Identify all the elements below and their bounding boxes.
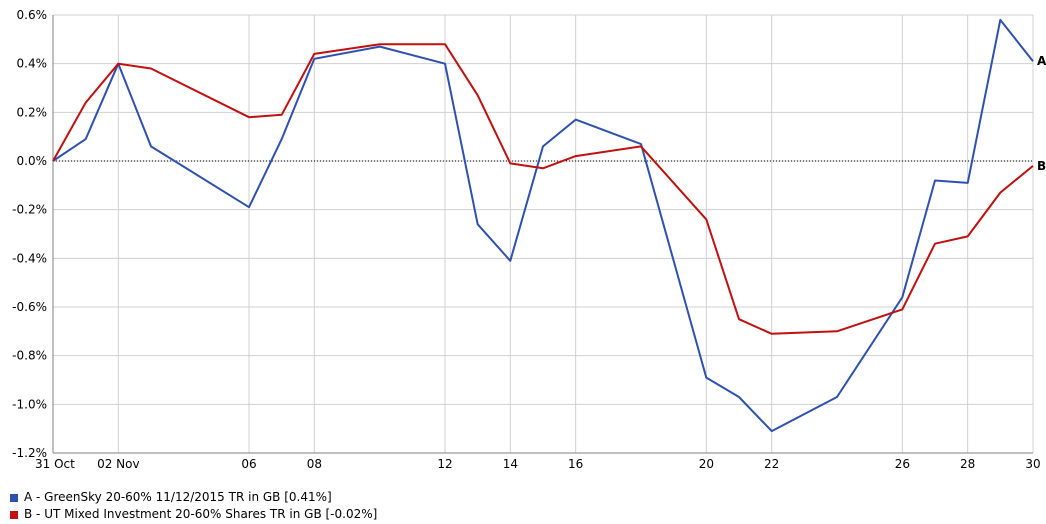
series-end-labels: AB	[1037, 54, 1046, 173]
y-tick-label: -0.6%	[12, 300, 47, 314]
y-tick-label: -1.0%	[12, 397, 47, 411]
legend-label-b: B - UT Mixed Investment 20-60% Shares TR…	[24, 507, 378, 521]
x-tick-label: 06	[241, 457, 256, 471]
legend-item-b: B - UT Mixed Investment 20-60% Shares TR…	[10, 506, 377, 523]
legend-swatch-a	[10, 493, 18, 502]
x-tick-label: 14	[503, 457, 518, 471]
line-chart: 0.6% 0.4% 0.2% 0.0% -0.2% -0.4% -0.6% -0.8% -1.0…	[12, 8, 1046, 471]
y-tick-label: -0.2%	[12, 203, 47, 217]
x-tick-label: 30	[1025, 457, 1040, 471]
y-tick-label: 0.4%	[17, 57, 48, 71]
x-tick-label: 22	[764, 457, 779, 471]
legend-label-a: A - GreenSky 20-60% 11/12/2015 TR in GB …	[24, 490, 332, 504]
grid	[52, 14, 1034, 454]
x-tick-label: 26	[895, 457, 910, 471]
y-tick-label: 0.6%	[17, 8, 48, 22]
x-tick-label: 08	[307, 457, 322, 471]
series-line-b	[52, 43, 1034, 335]
y-tick-label: 0.2%	[17, 105, 48, 119]
legend-item-a: A - GreenSky 20-60% 11/12/2015 TR in GB …	[10, 489, 377, 506]
y-tick-label: -0.8%	[12, 349, 47, 363]
x-tick-label: 16	[568, 457, 583, 471]
legend: A - GreenSky 20-60% 11/12/2015 TR in GB …	[10, 489, 377, 523]
series-lines	[52, 18, 1034, 433]
x-tick-label: 12	[437, 457, 452, 471]
x-tick-label: 28	[960, 457, 975, 471]
series-end-label-a: A	[1037, 54, 1046, 68]
series-line-a	[52, 18, 1034, 433]
x-axis-ticks: 31 Oct 02 Nov 06 08 12 14 16 20 22 26 28 30	[35, 457, 1041, 471]
x-tick-label: 31 Oct	[35, 457, 75, 471]
series-end-label-b: B	[1037, 159, 1046, 173]
y-tick-label: -1.2%	[12, 446, 47, 460]
x-tick-label: 02 Nov	[97, 457, 140, 471]
y-axis-ticks: 0.6% 0.4% 0.2% 0.0% -0.2% -0.4% -0.6% -0.8% -1.0…	[12, 8, 47, 460]
legend-swatch-b	[10, 510, 18, 519]
x-tick-label: 20	[699, 457, 714, 471]
y-tick-label: -0.4%	[12, 251, 47, 265]
y-tick-label: 0.0%	[17, 154, 48, 168]
